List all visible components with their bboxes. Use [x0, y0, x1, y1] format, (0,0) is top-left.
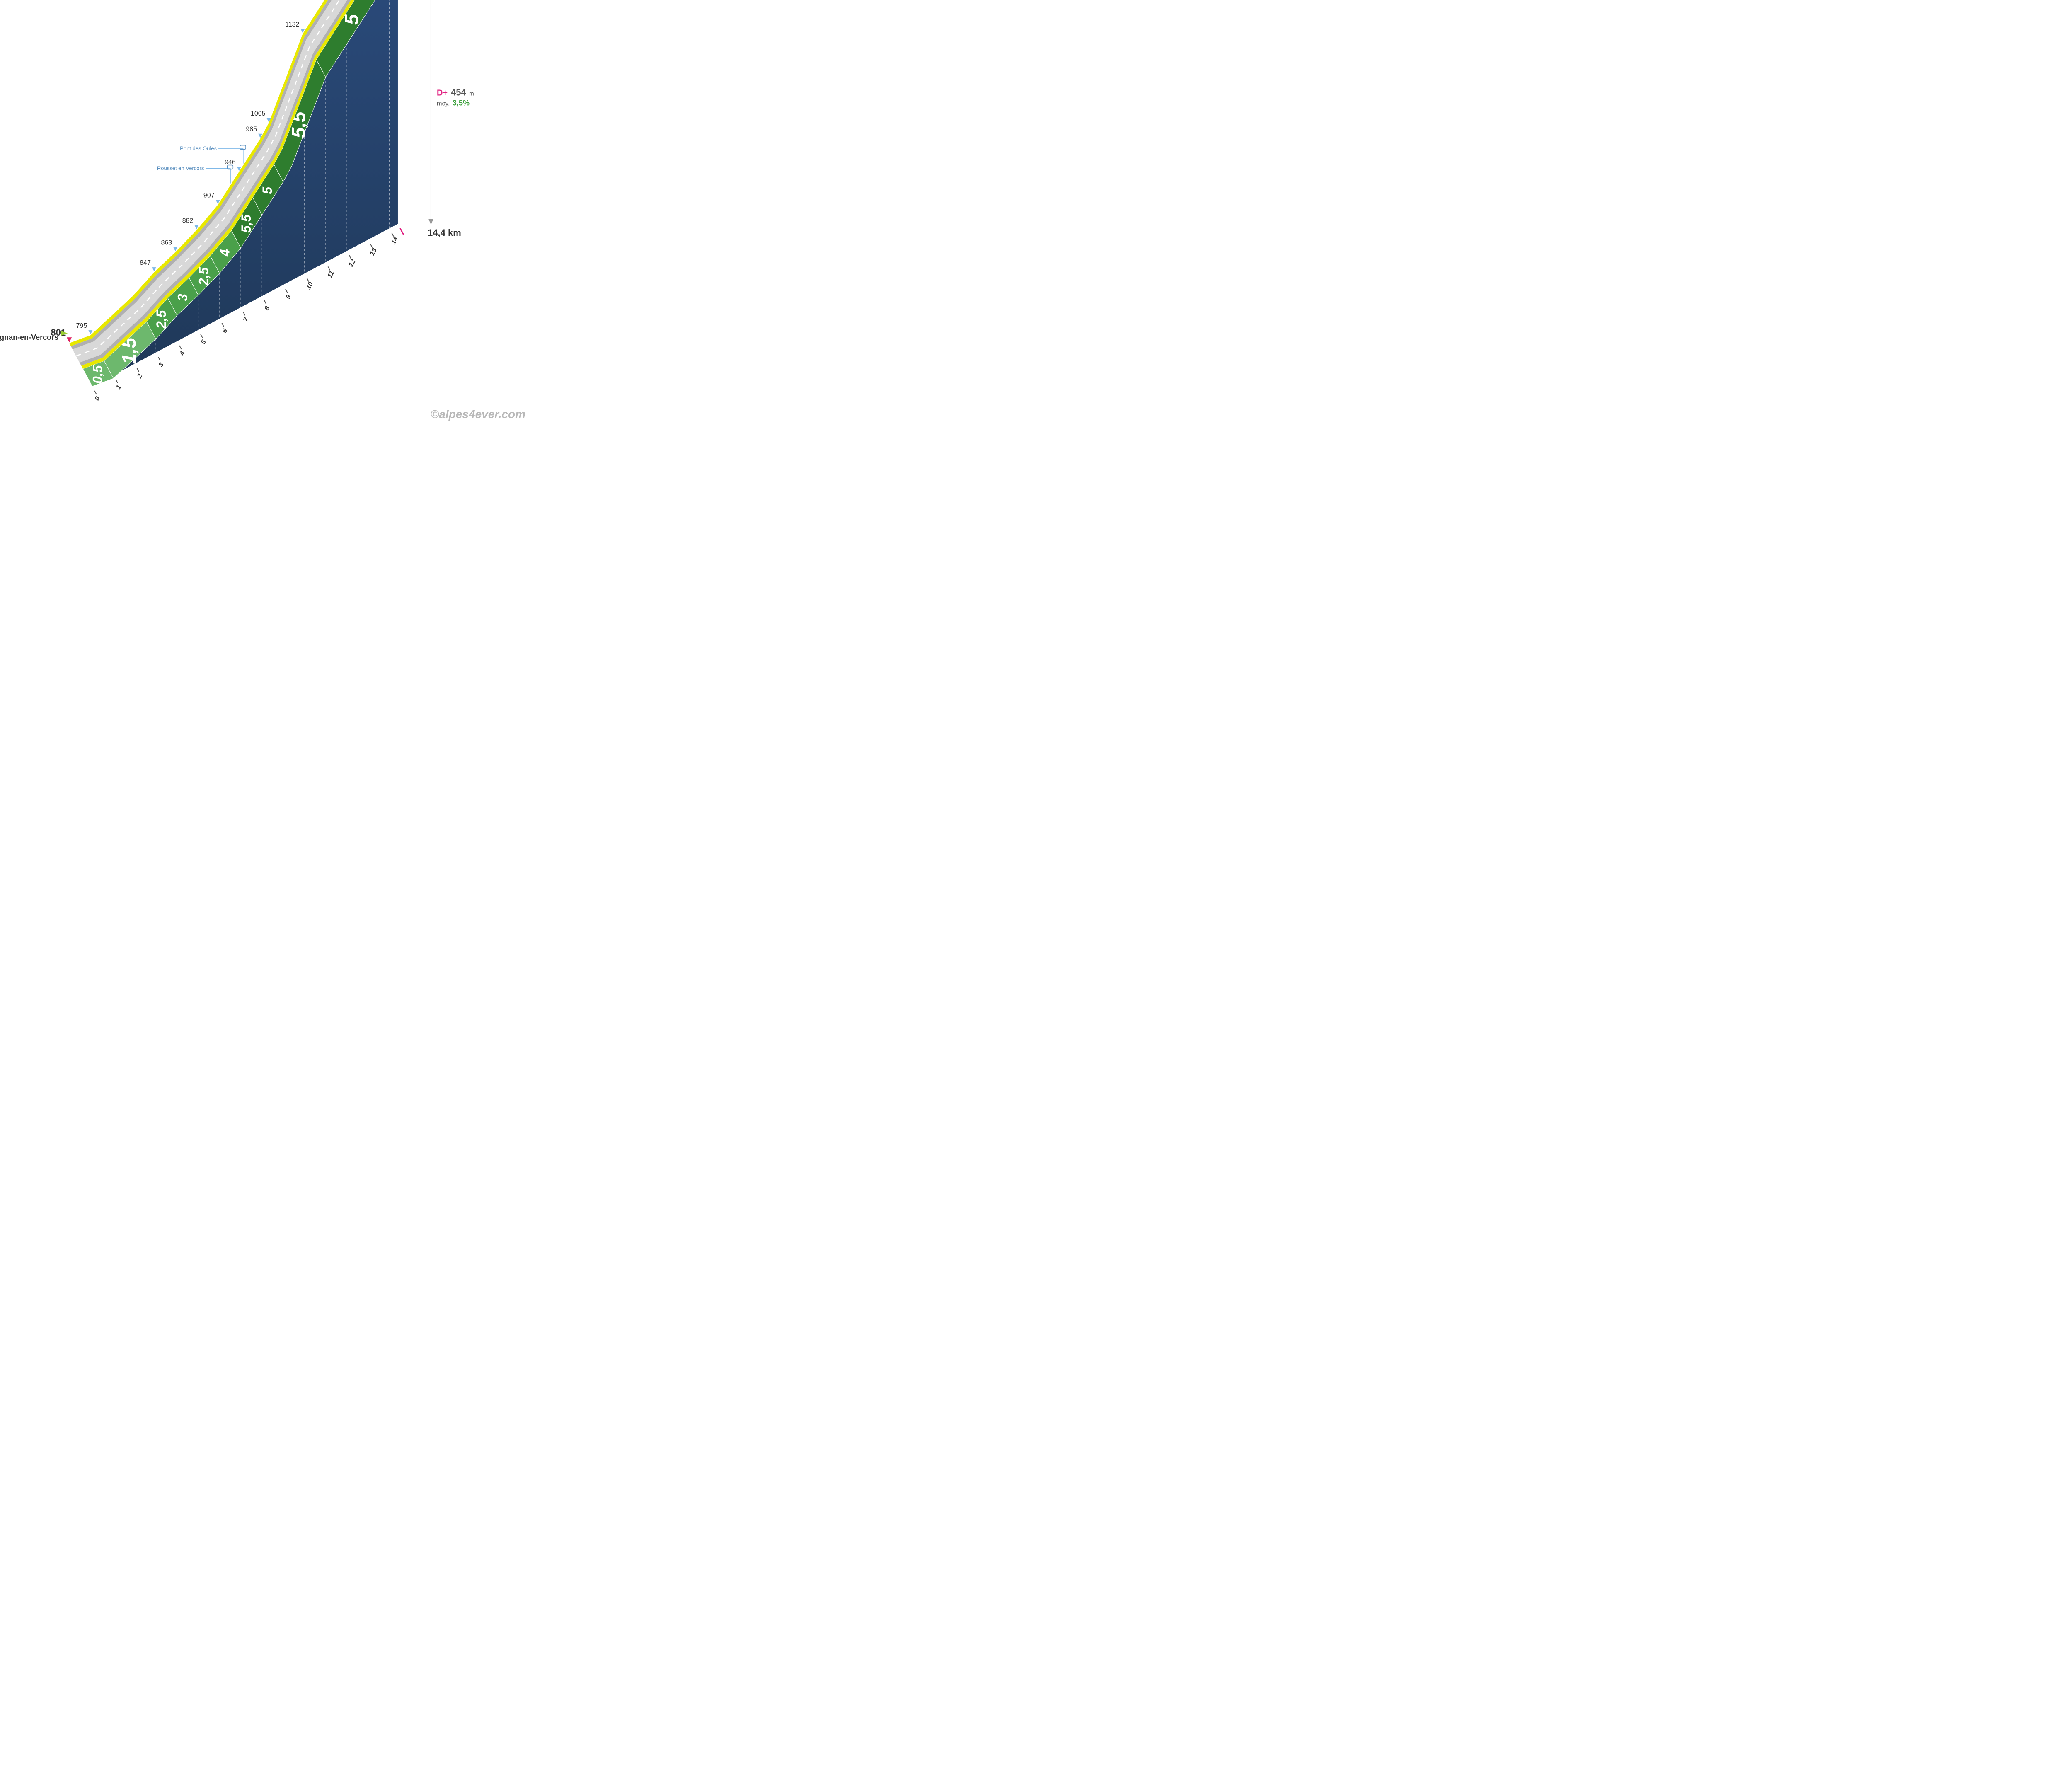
avg-label: moy.: [437, 100, 450, 107]
km-tick: [243, 312, 245, 315]
km-tick: [328, 266, 330, 270]
elev-label: 847: [140, 259, 151, 266]
gradient-label: 2,5: [196, 267, 211, 286]
gradient-label: 2,5: [154, 310, 169, 329]
dplus-label: D+: [437, 89, 448, 98]
elev-label: 795: [76, 322, 87, 329]
gradient-label: 0,5: [90, 365, 105, 384]
km-label: 7: [242, 316, 250, 323]
distance-end-tick: [400, 228, 404, 235]
km-label: 14: [390, 236, 399, 246]
km-label: 8: [264, 305, 271, 312]
gradient-label: 4: [218, 249, 232, 257]
gradient-label: 5: [260, 186, 275, 194]
total-distance: 14,4 km: [428, 227, 461, 238]
gradient-label: 5,5: [239, 214, 254, 233]
km-label: 1: [115, 384, 123, 391]
elev-label: 907: [203, 192, 215, 199]
km-tick: [179, 346, 182, 349]
km-label: 11: [326, 270, 336, 279]
km-label: 0: [94, 395, 102, 402]
elev-label: 882: [182, 217, 194, 224]
elev-label: 985: [246, 126, 257, 133]
elev-label: 1132: [285, 21, 300, 28]
elev-label: 863: [161, 239, 172, 246]
km-tick: [137, 368, 139, 372]
elev-pointer: [88, 330, 92, 334]
start-name: St-Agnan-en-Vercors: [0, 333, 58, 341]
elev-label: 1005: [251, 110, 266, 117]
km-tick: [158, 357, 160, 360]
gradient-label: 3: [175, 294, 190, 301]
elev-pointer: [152, 267, 156, 271]
km-label: 6: [221, 328, 229, 334]
dplus-value: 454: [451, 87, 466, 98]
km-tick: [264, 300, 266, 304]
km-tick: [286, 289, 288, 293]
km-label: 13: [369, 247, 378, 257]
landmark-label: Rousset en Vercors: [157, 165, 204, 172]
km-label: 3: [157, 361, 165, 368]
km-tick: [116, 380, 118, 383]
km-label: 2: [136, 373, 144, 380]
km-tick: [201, 334, 203, 338]
km-label: 9: [285, 294, 293, 300]
km-label: 4: [178, 350, 186, 357]
climb-profile-chart: 0,51,52,532,545,555,550,5012345678910111…: [0, 0, 530, 424]
km-label: 10: [305, 281, 315, 291]
dplus-unit: m: [469, 90, 474, 97]
watermark: ©alpes4ever.com: [431, 408, 525, 421]
km-tick: [94, 391, 97, 394]
km-tick: [222, 323, 224, 327]
landmark-label: Pont des Oules: [180, 145, 217, 152]
elev-pointer-pink: [67, 337, 72, 342]
km-label: 12: [347, 258, 357, 268]
km-label: 5: [200, 339, 208, 346]
avg-value: 3,5%: [453, 99, 470, 107]
